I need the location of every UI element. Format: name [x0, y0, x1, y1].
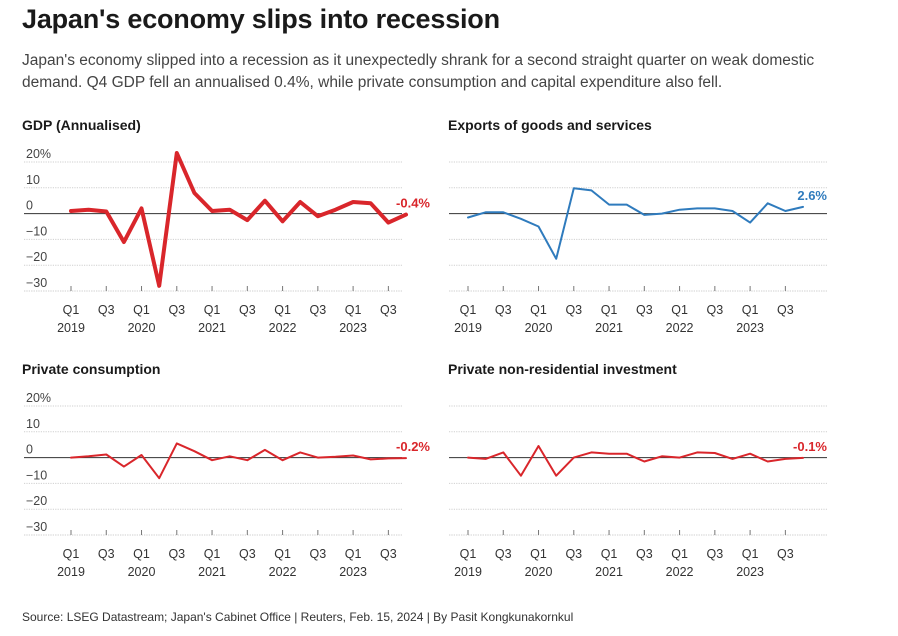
x-tick-label: Q1 — [742, 547, 759, 561]
consumption-chart: 20% 10 0 −10 −20 −30 Q1 Q3 Q1 Q3 Q1 Q3 Q1 Q3 Q1 Q3 2019 2… — [24, 391, 430, 579]
x-tick-label: Q3 — [309, 303, 326, 317]
series-line — [467, 445, 804, 477]
x-year-label: 2020 — [525, 321, 553, 335]
x-tick-label: Q1 — [204, 547, 221, 561]
y-tick-label: −20 — [26, 250, 47, 264]
x-tick-label: Q3 — [565, 547, 582, 561]
x-tick-label: Q3 — [706, 303, 723, 317]
panel-title-consumption: Private consumption — [22, 361, 161, 377]
x-tick-label: Q1 — [601, 303, 618, 317]
x-tick-label: Q3 — [495, 547, 512, 561]
page-title: Japan's economy slips into recession — [22, 4, 500, 34]
x-tick-label: Q1 — [274, 303, 291, 317]
x-year-label: 2019 — [57, 321, 85, 335]
y-tick-label: 10 — [26, 173, 40, 187]
panel-title-gdp: GDP (Annualised) — [22, 117, 141, 133]
series-line — [69, 151, 408, 288]
x-tick-label: Q1 — [530, 547, 547, 561]
x-year-label: 2023 — [736, 565, 764, 579]
x-tick-label: Q3 — [168, 303, 185, 317]
y-tick-label: −20 — [26, 494, 47, 508]
x-tick-label: Q1 — [133, 303, 150, 317]
x-year-label: 2020 — [128, 565, 156, 579]
end-value-label: -0.1% — [793, 439, 827, 454]
x-tick-label: Q3 — [380, 303, 397, 317]
x-year-label: 2022 — [666, 321, 694, 335]
x-tick-label: Q3 — [98, 547, 115, 561]
x-tick-label: Q3 — [636, 303, 653, 317]
x-year-label: 2022 — [269, 565, 297, 579]
x-tick-label: Q3 — [98, 303, 115, 317]
x-tick-label: Q1 — [530, 303, 547, 317]
page-subtitle: Japan's economy slipped into a recession… — [22, 52, 815, 91]
y-tick-label: 0 — [26, 443, 33, 457]
x-year-label: 2022 — [269, 321, 297, 335]
y-tick-label: −10 — [26, 224, 47, 238]
y-tick-label: 20% — [26, 147, 51, 161]
x-tick-label: Q1 — [63, 303, 80, 317]
y-tick-label: −30 — [26, 520, 47, 534]
x-year-label: 2019 — [454, 321, 482, 335]
x-tick-label: Q3 — [636, 547, 653, 561]
x-tick-label: Q1 — [671, 303, 688, 317]
series-line — [70, 442, 407, 480]
x-tick-label: Q1 — [345, 303, 362, 317]
investment-chart: Q1 Q3 Q1 Q3 Q1 Q3 Q1 Q3 Q1 Q3 2019 2020 2021 2022 2023… — [449, 405, 827, 579]
y-tick-label: 20% — [26, 391, 51, 405]
x-year-label: 2020 — [525, 565, 553, 579]
end-value-label: -0.2% — [396, 439, 430, 454]
x-year-label: 2021 — [198, 565, 226, 579]
series-line — [467, 187, 804, 260]
x-year-label: 2020 — [128, 321, 156, 335]
x-tick-label: Q3 — [777, 303, 794, 317]
x-tick-label: Q1 — [63, 547, 80, 561]
x-year-label: 2023 — [736, 321, 764, 335]
x-tick-label: Q3 — [380, 547, 397, 561]
panel-title-investment: Private non-residential investment — [448, 361, 677, 377]
y-tick-label: 10 — [26, 417, 40, 431]
x-tick-label: Q1 — [274, 547, 291, 561]
gdp-chart: 20% 10 0 −10 −20 −30 Q1 Q3 Q1 Q3 Q1 Q3 Q1 Q3 Q1 Q3 2019 2… — [24, 147, 430, 335]
x-year-label: 2019 — [454, 565, 482, 579]
x-year-label: 2022 — [666, 565, 694, 579]
x-year-label: 2021 — [595, 321, 623, 335]
x-tick-label: Q1 — [601, 547, 618, 561]
x-tick-label: Q1 — [671, 547, 688, 561]
y-tick-label: 0 — [26, 199, 33, 213]
x-year-label: 2021 — [595, 565, 623, 579]
x-tick-label: Q3 — [239, 547, 256, 561]
x-tick-label: Q1 — [345, 547, 362, 561]
x-tick-label: Q3 — [565, 303, 582, 317]
y-tick-label: −30 — [26, 276, 47, 290]
end-value-label: 2.6% — [797, 188, 827, 203]
source-note: Source: LSEG Datastream; Japan's Cabinet… — [22, 610, 574, 624]
exports-chart: Q1 Q3 Q1 Q3 Q1 Q3 Q1 Q3 Q1 Q3 2019 2020 2021 2022 2023… — [449, 161, 827, 335]
x-year-label: 2021 — [198, 321, 226, 335]
x-tick-label: Q3 — [168, 547, 185, 561]
x-tick-label: Q1 — [204, 303, 221, 317]
end-value-label: -0.4% — [396, 196, 430, 211]
x-year-label: 2023 — [339, 565, 367, 579]
x-tick-label: Q3 — [777, 547, 794, 561]
x-tick-label: Q1 — [460, 547, 477, 561]
x-tick-label: Q1 — [742, 303, 759, 317]
x-year-label: 2023 — [339, 321, 367, 335]
y-tick-label: −10 — [26, 468, 47, 482]
panel-title-exports: Exports of goods and services — [448, 117, 652, 133]
x-year-label: 2019 — [57, 565, 85, 579]
x-tick-label: Q1 — [460, 303, 477, 317]
x-tick-label: Q3 — [706, 547, 723, 561]
x-tick-label: Q1 — [133, 547, 150, 561]
x-tick-label: Q3 — [495, 303, 512, 317]
x-tick-label: Q3 — [239, 303, 256, 317]
x-tick-label: Q3 — [309, 547, 326, 561]
